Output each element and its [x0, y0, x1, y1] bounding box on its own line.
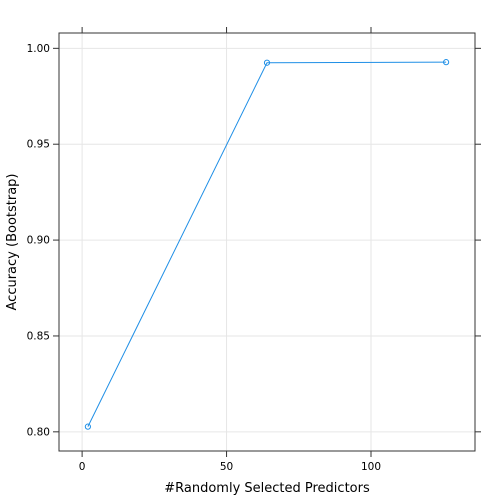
x-axis-label: #Randomly Selected Predictors	[164, 481, 370, 496]
x-tick-labels: 0 50 100	[79, 461, 381, 473]
x-tick-label: 50	[220, 461, 233, 473]
data-point	[443, 59, 450, 66]
y-tick-label: 0.95	[27, 139, 50, 151]
gridlines	[59, 33, 475, 451]
y-axis-label: Accuracy (Bootstrap)	[5, 174, 20, 311]
y-tick-labels: 0.80 0.85 0.90 0.95 1.00	[27, 43, 50, 438]
plot-background	[59, 33, 475, 451]
y-tick-label: 1.00	[27, 43, 50, 55]
data-point	[84, 423, 91, 430]
y-tick-label: 0.85	[27, 330, 50, 342]
y-tick-label: 0.90	[27, 235, 50, 247]
series-line	[87, 61, 447, 427]
plot-frame	[58, 32, 476, 452]
x-tick-label: 100	[361, 461, 381, 473]
tick-marks	[53, 27, 481, 457]
series-layer	[84, 59, 450, 430]
y-tick-label: 0.80	[27, 426, 50, 438]
x-tick-label: 0	[79, 461, 86, 473]
data-point	[263, 59, 271, 66]
